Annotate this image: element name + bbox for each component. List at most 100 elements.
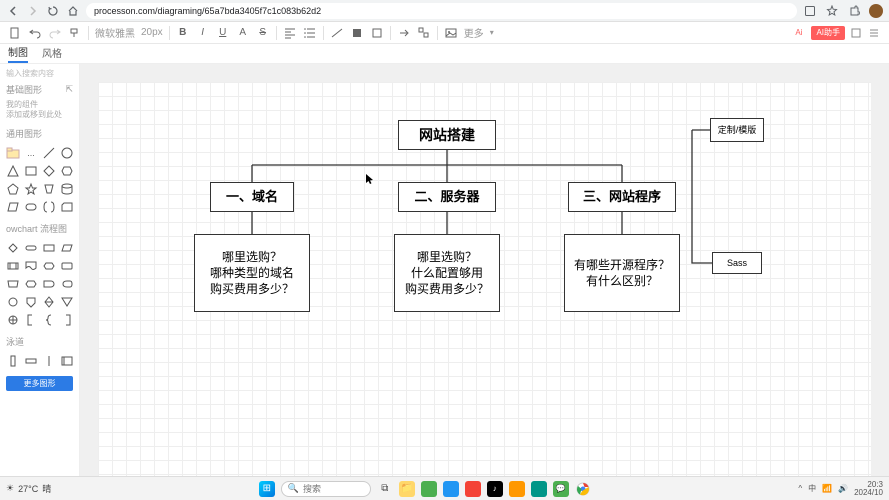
app-teal-icon[interactable] bbox=[531, 481, 547, 497]
app-orange-icon[interactable] bbox=[509, 481, 525, 497]
fill-color-icon[interactable] bbox=[350, 26, 364, 40]
fc-process[interactable] bbox=[42, 241, 56, 255]
canvas-grid[interactable]: 网站搭建一、域名 二、服务器 三、网站程序哪里选购？ 哪种类型的域名 购买费用多少？… bbox=[98, 82, 871, 478]
border-color-icon[interactable] bbox=[370, 26, 384, 40]
tray-chevron-icon[interactable]: ^ bbox=[798, 484, 802, 493]
hint-add-here[interactable]: 添加或移到此处 bbox=[6, 110, 73, 120]
shape-diamond[interactable] bbox=[42, 164, 56, 178]
shape-rect[interactable] bbox=[24, 164, 38, 178]
bookmark-star-icon[interactable] bbox=[825, 4, 839, 18]
shape-parallelogram[interactable] bbox=[6, 200, 20, 214]
tray-lang[interactable]: 中 bbox=[808, 483, 816, 494]
shape-roundrect[interactable] bbox=[24, 200, 38, 214]
fc-diamond[interactable] bbox=[6, 241, 20, 255]
underline-icon[interactable]: U bbox=[216, 26, 230, 40]
shape-bracket[interactable] bbox=[42, 200, 56, 214]
app-blue-icon[interactable] bbox=[443, 481, 459, 497]
fc-merge[interactable] bbox=[60, 295, 74, 309]
arrange-icon[interactable] bbox=[417, 26, 431, 40]
font-family-select[interactable]: 微软雅黑 bbox=[95, 25, 135, 40]
list-icon[interactable] bbox=[303, 26, 317, 40]
extensions-icon[interactable] bbox=[847, 4, 861, 18]
app-wechat-icon[interactable]: 💬 bbox=[553, 481, 569, 497]
tab-style[interactable]: 风格 bbox=[42, 45, 62, 62]
shape-circle[interactable] bbox=[60, 146, 74, 160]
shape-folder[interactable] bbox=[6, 146, 20, 160]
fc-display[interactable] bbox=[60, 277, 74, 291]
fc-loop[interactable] bbox=[24, 277, 38, 291]
app-green-icon[interactable] bbox=[421, 481, 437, 497]
hint-my-components[interactable]: 我的组件 bbox=[6, 100, 73, 110]
more-shapes-button[interactable]: 更多图形 bbox=[6, 376, 73, 391]
font-size-select[interactable]: 20px bbox=[141, 27, 163, 38]
nav-forward-icon[interactable] bbox=[26, 4, 40, 18]
fc-subprocess[interactable] bbox=[6, 259, 20, 273]
fc-brace[interactable] bbox=[42, 313, 56, 327]
share-icon[interactable] bbox=[849, 26, 863, 40]
font-color-icon[interactable]: A bbox=[236, 26, 250, 40]
fc-delay[interactable] bbox=[42, 277, 56, 291]
lane-sep[interactable] bbox=[42, 354, 56, 368]
more-dropdown[interactable]: 更多 bbox=[464, 25, 484, 40]
chrome-icon[interactable] bbox=[575, 481, 591, 497]
fc-hexagon[interactable] bbox=[42, 259, 56, 273]
italic-icon[interactable]: I bbox=[196, 26, 210, 40]
bold-icon[interactable]: B bbox=[176, 26, 190, 40]
shape-pentagon[interactable] bbox=[6, 182, 20, 196]
image-icon[interactable] bbox=[444, 26, 458, 40]
fc-or[interactable] bbox=[6, 313, 20, 327]
profile-avatar[interactable] bbox=[869, 4, 883, 18]
app-red-icon[interactable] bbox=[465, 481, 481, 497]
taskbar-search[interactable]: 🔍搜索 bbox=[281, 481, 371, 497]
connection-icon[interactable] bbox=[397, 26, 411, 40]
fc-annotation-l[interactable] bbox=[24, 313, 38, 327]
nav-back-icon[interactable] bbox=[6, 4, 20, 18]
start-button[interactable]: ⊞ bbox=[259, 481, 275, 497]
fc-annotation-r[interactable] bbox=[60, 313, 74, 327]
flow-node-s1[interactable]: 定制/模版 bbox=[710, 118, 764, 142]
tray-sound-icon[interactable]: 🔊 bbox=[838, 484, 848, 493]
lane-h[interactable] bbox=[24, 354, 38, 368]
fc-document[interactable] bbox=[24, 259, 38, 273]
explorer-icon[interactable]: 📁 bbox=[399, 481, 415, 497]
fc-data[interactable] bbox=[60, 241, 74, 255]
tray-wifi-icon[interactable]: 📶 bbox=[822, 484, 832, 493]
shape-hex[interactable] bbox=[60, 164, 74, 178]
shape-star[interactable] bbox=[24, 182, 38, 196]
canvas-area[interactable]: 网站搭建一、域名 二、服务器 三、网站程序哪里选购？ 哪种类型的域名 购买费用多少？… bbox=[80, 64, 889, 482]
fc-sort[interactable] bbox=[42, 295, 56, 309]
flow-node-s2[interactable]: Sass bbox=[712, 252, 762, 274]
install-icon[interactable] bbox=[803, 4, 817, 18]
fc-connector[interactable] bbox=[6, 295, 20, 309]
shape-line[interactable] bbox=[42, 146, 56, 160]
tab-draw[interactable]: 制图 bbox=[8, 44, 28, 63]
undo-icon[interactable] bbox=[28, 26, 42, 40]
ai-label[interactable]: Ai bbox=[790, 26, 807, 40]
line-style-icon[interactable] bbox=[330, 26, 344, 40]
align-left-icon[interactable] bbox=[283, 26, 297, 40]
flow-node-root[interactable]: 网站搭建 bbox=[398, 120, 496, 150]
flow-node-n2[interactable]: 二、服务器 bbox=[398, 182, 496, 212]
shape-card[interactable] bbox=[60, 200, 74, 214]
flow-node-d2[interactable]: 哪里选购？ 什么配置够用 购买费用多少？ bbox=[394, 234, 500, 312]
url-bar[interactable]: processon.com/diagraming/65a7bda3405f7c1… bbox=[86, 3, 797, 19]
home-icon[interactable] bbox=[66, 4, 80, 18]
shape-trapezoid[interactable] bbox=[42, 182, 56, 196]
shape-text[interactable]: ... bbox=[24, 146, 38, 160]
flow-node-d1[interactable]: 哪里选购？ 哪种类型的域名 购买费用多少？ bbox=[194, 234, 310, 312]
flow-node-n3[interactable]: 三、网站程序 bbox=[568, 182, 676, 212]
ai-assistant-badge[interactable]: AI助手 bbox=[811, 26, 845, 40]
lane-v[interactable] bbox=[6, 354, 20, 368]
settings-icon[interactable] bbox=[867, 26, 881, 40]
lane-pool[interactable] bbox=[60, 354, 74, 368]
shape-triangle[interactable] bbox=[6, 164, 20, 178]
flow-node-n1[interactable]: 一、域名 bbox=[210, 182, 294, 212]
app-tiktok-icon[interactable]: ♪ bbox=[487, 481, 503, 497]
fc-offpage[interactable] bbox=[24, 295, 38, 309]
fc-terminal[interactable] bbox=[24, 241, 38, 255]
format-painter-icon[interactable] bbox=[68, 26, 82, 40]
strikethrough-icon[interactable]: S bbox=[256, 26, 270, 40]
file-icon[interactable] bbox=[8, 26, 22, 40]
weather-icon[interactable]: ☀ bbox=[6, 483, 14, 494]
nav-reload-icon[interactable] bbox=[46, 4, 60, 18]
